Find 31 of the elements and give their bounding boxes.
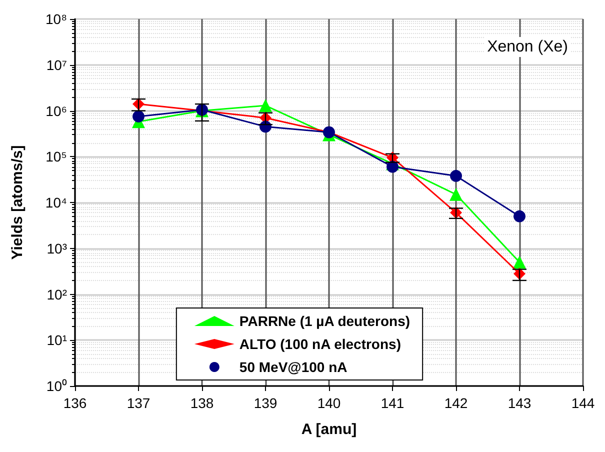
y-tick-label: 10⁶ — [46, 102, 67, 119]
point — [450, 188, 462, 201]
y-tick-label: 10⁴ — [45, 194, 67, 210]
y-tick-label: 10⁷ — [46, 56, 67, 73]
y-tick-label: 10⁰ — [46, 378, 67, 394]
point — [386, 160, 398, 173]
x-tick-label: 140 — [317, 395, 341, 411]
x-tick-label: 143 — [508, 395, 532, 411]
point — [132, 110, 144, 122]
legend-label: 50 MeV@100 nA — [239, 359, 348, 375]
legend-label: ALTO (100 nA electrons) — [239, 336, 401, 352]
x-tick-label: 138 — [190, 395, 214, 411]
point — [450, 170, 462, 182]
point — [514, 210, 526, 222]
x-tick-label: 139 — [254, 395, 278, 411]
x-tick-label: 137 — [126, 395, 150, 411]
point — [513, 256, 526, 269]
y-tick-label: 10⁵ — [46, 148, 67, 165]
x-axis-title: A [amu] — [301, 421, 357, 438]
y-tick-label: 10⁸ — [46, 11, 68, 27]
x-tick-label: 142 — [444, 395, 468, 411]
y-tick-label: 10³ — [46, 240, 68, 256]
y-tick-label: 10² — [46, 286, 68, 302]
point — [259, 99, 272, 112]
x-tick-label: 141 — [380, 395, 404, 411]
y-tick-label: 10¹ — [46, 332, 68, 348]
legend-label: PARRNe (1 µA deuterons) — [239, 313, 410, 329]
x-tick-label: 136 — [63, 395, 87, 411]
y-axis-title: Yields [atoms/s] — [9, 145, 26, 260]
annotation: Xenon (Xe) — [487, 38, 568, 56]
x-tick-label: 144 — [571, 395, 595, 411]
